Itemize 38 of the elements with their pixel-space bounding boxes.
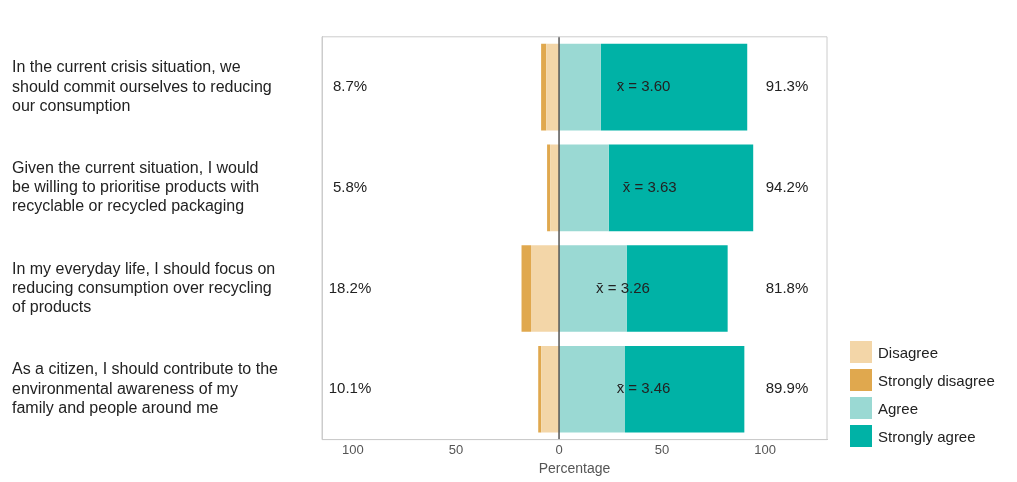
x-tick-label: 50 [654, 441, 670, 457]
legend-label: Strongly disagree [878, 371, 995, 389]
bar [559, 345, 625, 433]
x-tick-label: 100 [342, 441, 364, 457]
y-tick-label: Given the current situation, I would be willing to prioritise products with recyclable or recycled packaging [12, 159, 260, 215]
bar [600, 43, 748, 131]
annotation: 91.3% [765, 77, 809, 95]
legend-label: Disagree [878, 343, 939, 361]
legend-label: Strongly agree [878, 427, 976, 445]
x-tick-label: 100 [754, 441, 777, 457]
bar [546, 43, 560, 131]
bar [531, 245, 560, 332]
annotation: 89.9% [765, 379, 809, 397]
x-tick-label: 50 [448, 441, 464, 457]
y-tick-label: In my everyday life, I should focus on reducing consumption over recycling of products [12, 259, 276, 316]
annotation: 8.7% [332, 77, 368, 95]
y-tick-label: As a citizen, I should contribute to the environmental awareness of my family and people around me [12, 360, 279, 416]
annotation: 10.1% [328, 379, 372, 397]
x-axis-title: Percentage [538, 460, 611, 477]
bar [521, 245, 532, 332]
bar [541, 43, 547, 131]
bar [608, 144, 754, 232]
x-tick-label: 0 [555, 441, 563, 457]
annotation: x̄ = 3.63 [622, 177, 677, 195]
annotation: 94.2% [765, 177, 809, 195]
bar [547, 144, 551, 232]
annotation: 5.8% [332, 177, 368, 195]
bar [559, 144, 609, 232]
bar [538, 345, 542, 433]
bar [541, 345, 560, 433]
y-tick-label: In the current crisis situation, we should commit ourselves to reducing our consumption [12, 58, 272, 114]
annotation: 18.2% [328, 278, 372, 296]
annotation: x̄ = 3.60 [616, 77, 671, 95]
legend-label: Agree [878, 399, 919, 417]
bar [559, 43, 601, 131]
annotation: 81.8% [765, 278, 809, 296]
bar [625, 345, 745, 433]
annotation: x̄ = 3.46 [616, 379, 671, 397]
